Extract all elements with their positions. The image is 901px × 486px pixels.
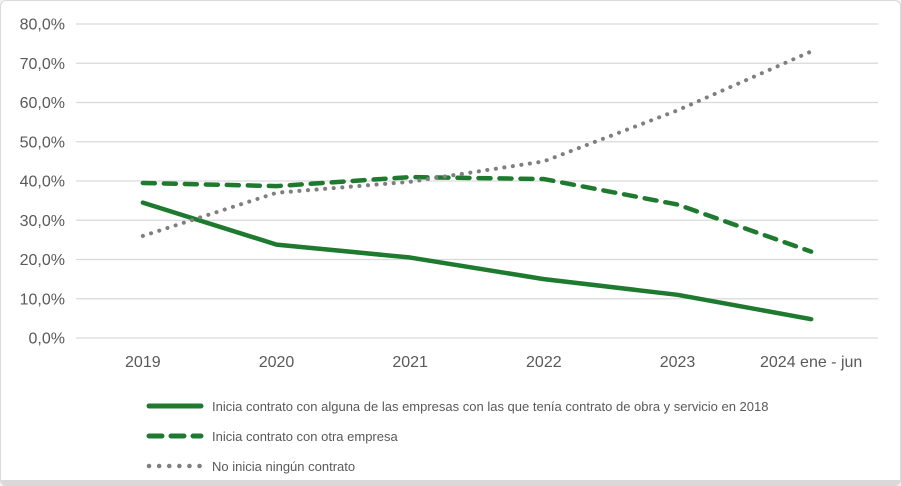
x-tick-label: 2023 [660, 354, 696, 371]
legend-item: Inicia contrato con alguna de las empres… [146, 391, 768, 421]
legend-line-sample-dotted [146, 463, 204, 469]
series-line-dashed [140, 174, 814, 254]
legend-item: No inicia ningún contrato [146, 451, 768, 481]
series-line-solid [140, 200, 814, 322]
x-tick-label: 2020 [259, 354, 295, 371]
y-tick-label: 60,0% [20, 95, 65, 112]
legend-line-sample-solid [146, 403, 204, 409]
x-tick-label: 2021 [392, 354, 428, 371]
x-tick-label: 2024 ene - jun [760, 354, 862, 371]
y-tick-label: 80,0% [20, 17, 65, 34]
y-tick-label: 50,0% [20, 134, 65, 151]
legend-item-label: Inicia contrato con otra empresa [212, 428, 398, 444]
chart-bottom-border [1, 480, 900, 485]
legend-item-label: Inicia contrato con alguna de las empres… [212, 398, 769, 414]
y-tick-label: 30,0% [20, 213, 65, 230]
y-tick-label: 10,0% [20, 291, 65, 308]
legend-line-sample-dashed [146, 433, 204, 439]
y-tick-label: 20,0% [20, 252, 65, 269]
y-tick-label: 0,0% [29, 331, 65, 348]
series-line-dotted [140, 49, 814, 238]
x-tick-label: 2022 [526, 354, 562, 371]
chart-legend: Inicia contrato con alguna de las empres… [146, 391, 768, 481]
legend-item-label: No inicia ningún contrato [212, 458, 356, 474]
x-tick-label: 2019 [125, 354, 161, 371]
y-tick-label: 40,0% [20, 174, 65, 191]
legend-item: Inicia contrato con otra empresa [146, 421, 768, 451]
y-tick-label: 70,0% [20, 56, 65, 73]
